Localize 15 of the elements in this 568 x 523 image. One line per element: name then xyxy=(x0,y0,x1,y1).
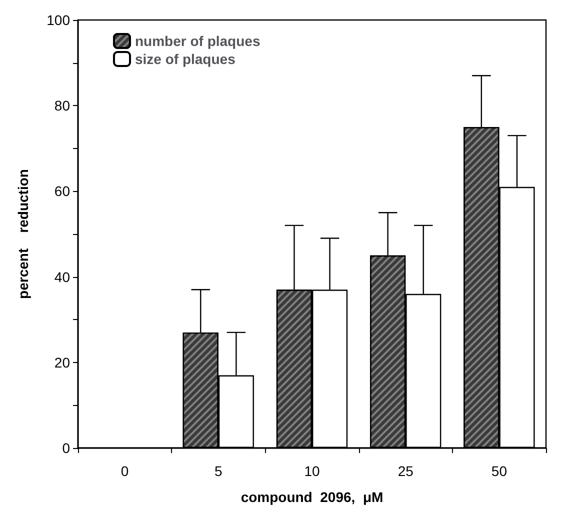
x-tick-label: 0 xyxy=(120,463,129,479)
y-tick-label: 80 xyxy=(54,98,70,114)
y-tick-label: 0 xyxy=(62,440,70,456)
y-tick-label: 100 xyxy=(46,12,70,28)
x-tick-label: 25 xyxy=(398,463,414,479)
x-tick-label: 50 xyxy=(491,463,508,479)
legend-label: number of plaques xyxy=(135,33,260,49)
x-tick-label: 5 xyxy=(214,463,222,479)
x-axis-title: compound 2096, μM xyxy=(240,489,384,505)
y-axis-title: percent reduction xyxy=(15,169,31,299)
y-tick-label: 40 xyxy=(54,268,70,285)
y-tick-label: 60 xyxy=(54,183,70,200)
legend-label: size of plaques xyxy=(135,51,236,67)
y-tick-label: 20 xyxy=(54,354,70,370)
x-tick-label: 10 xyxy=(304,463,320,479)
